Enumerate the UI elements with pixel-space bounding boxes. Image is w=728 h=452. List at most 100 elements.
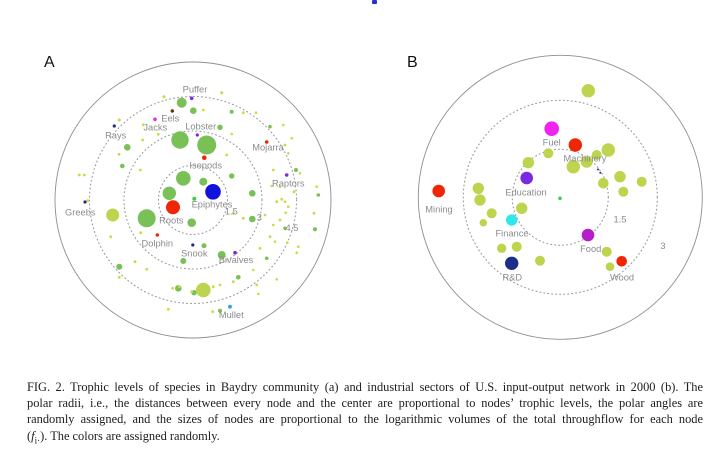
chart-node [284,211,288,214]
caption-line-3: randomly assigned, and the sizes of node… [27,412,703,427]
node-label: Isopods [189,160,222,170]
chart-node [190,290,194,294]
chart-node [191,243,195,247]
node-label: Food [580,244,601,254]
chart-node [195,133,199,137]
chart-node [220,91,224,95]
chart-node [120,163,125,169]
chart-node [176,97,187,108]
chart-node [236,275,241,280]
node-label: Dolphin [142,238,174,248]
caption-line-2: polar radii, i.e., the distances between… [27,396,703,411]
chart-node [137,209,156,228]
chart-node [231,280,235,284]
node-label: Raptors [272,178,305,188]
ring-label: 1.5 [614,215,627,225]
chart-node [591,150,602,160]
chart-node [196,282,211,298]
chart-node [166,307,170,311]
chart-node [145,267,149,271]
chart-node [618,186,629,197]
chart-node [141,123,145,127]
chart-node [229,109,234,114]
trophic-ring-3 [462,99,658,295]
chart-node [241,111,245,115]
chart-node [566,160,580,174]
chart-node [211,310,215,314]
chart-node [298,172,302,175]
chart-node [280,197,284,201]
outer-circle-B [417,54,703,340]
chart-node [241,216,245,220]
chart-node [116,263,123,270]
chart-node [432,184,446,198]
chart-node [511,241,522,252]
chart-node [138,168,142,172]
chart-node [249,215,256,223]
caption-line-4-text: ). The colors are assigned randomly. [40,428,220,443]
caption-line-4: (fi·). The colors are assigned randomly. [27,428,703,449]
chart-node [558,196,562,201]
chart-node [180,258,187,264]
chart-node [192,196,197,201]
chart-node [520,171,533,185]
chart-node [199,177,208,186]
trophic-ring-1.5 [157,164,229,236]
chart-node [141,138,145,142]
outer-circle-A [54,61,332,339]
chart-node [273,240,277,243]
ring-label: 4.5 [286,223,299,233]
chart-node [290,137,294,140]
chart-node [312,211,316,215]
chart-node [272,223,275,227]
chart-node [287,205,290,208]
panel-label-b: B [407,54,418,71]
chart-node [233,250,237,255]
chart-node [264,256,269,261]
node-label: Bivalves [219,255,254,265]
chart-node [278,185,282,188]
chart-node [189,96,194,101]
chart-node [605,262,615,272]
chart-node [211,285,215,289]
chart-node [171,131,189,149]
chart-node [83,200,87,204]
chart-node [217,124,223,130]
chart-node [117,275,121,279]
node-label: Jacks [143,122,167,132]
chart-node [616,255,627,267]
chart-node [268,124,272,129]
chart-node [201,243,207,249]
chart-node [479,219,487,227]
node-label: Rays [105,130,127,140]
chart-node [486,208,497,219]
chart-node [516,202,528,214]
node-label: Snook [181,248,208,258]
chart-node [187,218,196,227]
chart-node [597,168,599,171]
chart-node [543,148,554,159]
chart-node [257,292,260,296]
chart-node [544,121,559,136]
chart-node [230,132,233,136]
chart-node [106,208,120,222]
chart-node [263,213,267,217]
chart-node [316,193,321,197]
ring-label: 3 [660,241,665,251]
chart-node [86,199,90,203]
chart-node [112,124,116,128]
chart-node [117,152,121,156]
trophic-ring-3 [123,130,263,270]
chart-node [497,243,507,253]
ring-label: 3 [257,213,262,223]
ring-label: 1.5 [225,207,238,217]
chart-node [474,194,486,206]
node-label: Wood [610,272,634,282]
node-label: Finance [495,229,528,239]
chart-node [275,278,279,281]
chart-node [283,143,287,147]
chart-node [77,173,81,177]
chart-node [283,200,287,203]
chart-node [636,176,647,187]
chart-node [225,153,229,157]
